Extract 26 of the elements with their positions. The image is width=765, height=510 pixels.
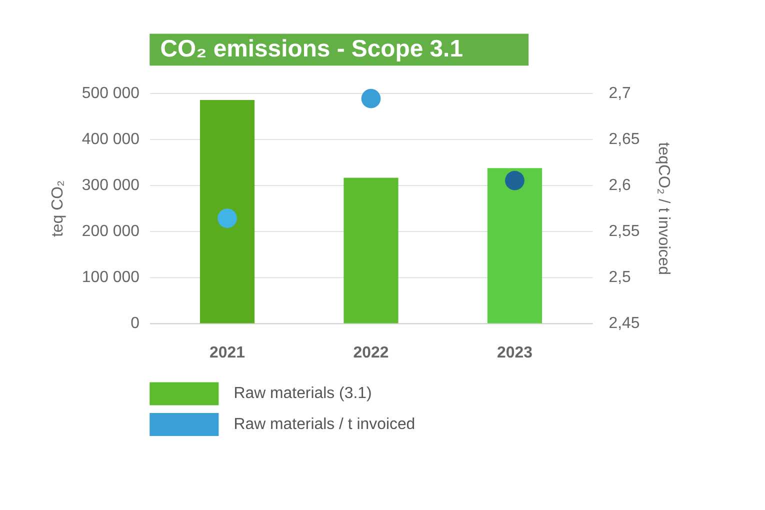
y-tick-label: 300 000	[82, 177, 140, 194]
y2-tick-label: 2,55	[608, 223, 640, 240]
y2-tick-label: 2,5	[608, 269, 632, 286]
y-tick-label: 500 000	[82, 84, 140, 102]
bar	[487, 168, 542, 324]
y-tick-label: 200 000	[82, 223, 140, 240]
y-tick-label: 100 000	[82, 269, 140, 286]
bar	[344, 178, 398, 324]
y2-tick-label: 2,7	[608, 84, 632, 102]
y2-tick-label: 2,6	[608, 177, 632, 194]
bar	[200, 100, 255, 324]
y2-axis-title: teqCO₂ / t invoiced	[655, 142, 672, 275]
chart-title: CO₂ emissions - Scope 3.1	[160, 36, 463, 63]
legend-label: Raw materials (3.1)	[234, 385, 372, 402]
y-tick-label: 400 000	[82, 130, 140, 148]
point	[218, 208, 237, 228]
y-axis-title: teq CO₂	[49, 180, 66, 237]
point	[361, 88, 381, 108]
legend-label: Raw materials / t invoiced	[234, 416, 416, 433]
point	[505, 170, 524, 190]
x-tick-label: 2021	[210, 344, 246, 362]
y2-tick-label: 2,65	[608, 130, 640, 148]
x-tick-label: 2023	[497, 344, 533, 362]
y-tick-label: 0	[130, 315, 140, 332]
x-tick-label: 2022	[353, 344, 389, 362]
y2-tick-label: 2,45	[608, 315, 640, 332]
